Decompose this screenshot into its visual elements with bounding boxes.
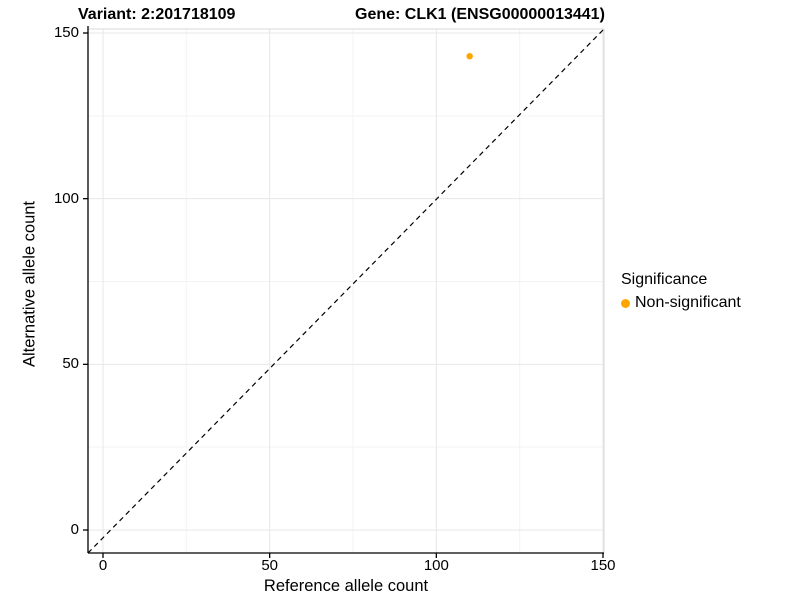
y-axis-title: Alternative allele count	[20, 200, 39, 368]
legend-item-label: Non-significant	[635, 294, 741, 311]
data-point	[466, 52, 473, 60]
x-tick-label: 50	[261, 557, 278, 574]
y-tick-label: 0	[70, 521, 79, 538]
x-axis-title: Reference allele count	[263, 577, 429, 595]
x-tick-label: 0	[98, 557, 108, 574]
legend-items: Non-significant	[621, 294, 741, 312]
legend-title: Significance	[621, 271, 708, 288]
y-tick-label: 100	[53, 189, 79, 207]
y-tick-label: 50	[62, 355, 79, 373]
x-tick-label: 150	[590, 557, 616, 574]
legend-item: Non-significant	[621, 294, 741, 312]
plot-title-variant: Variant: 2:201718109	[78, 6, 236, 23]
identity-line	[87, 28, 605, 554]
y-tick-label: 150	[53, 24, 79, 41]
plot-title-gene: Gene: CLK1 (ENSG00000013441)	[355, 6, 605, 23]
legend: Significance Non-significant	[621, 271, 741, 312]
x-tick-label: 100	[423, 557, 449, 574]
legend-key-dot-icon	[621, 298, 630, 308]
